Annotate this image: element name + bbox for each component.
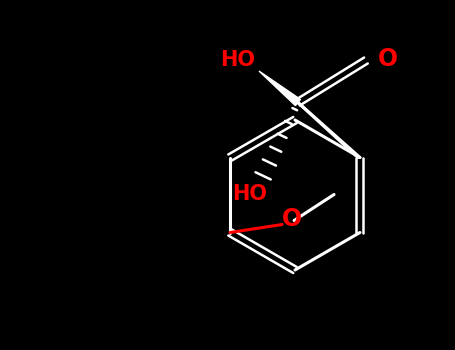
Text: HO: HO [233, 184, 268, 204]
Polygon shape [259, 71, 300, 106]
Text: O: O [282, 206, 302, 231]
Text: O: O [378, 47, 398, 70]
Text: HO: HO [221, 50, 255, 70]
